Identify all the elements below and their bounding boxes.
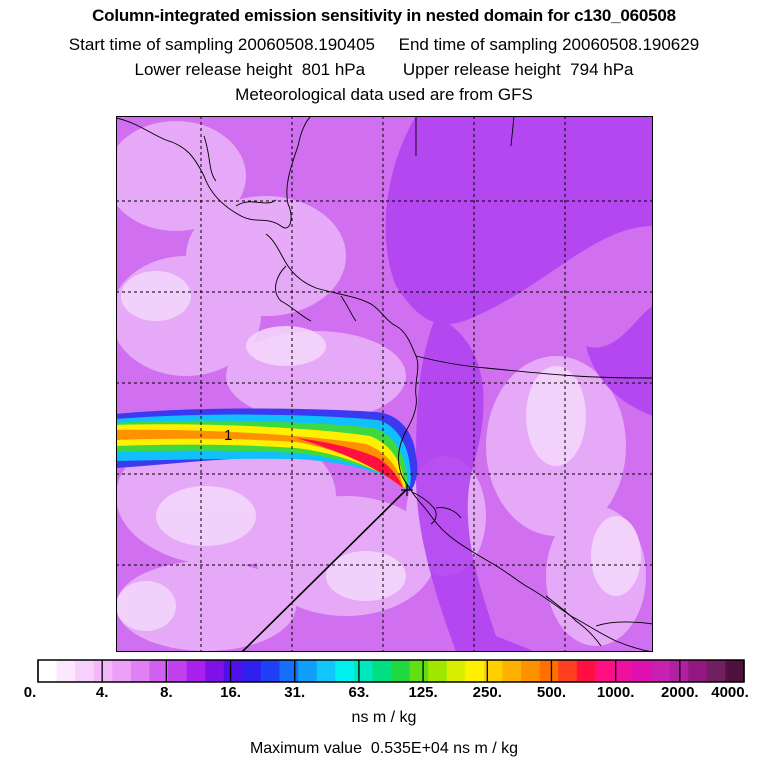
colorbar-cell xyxy=(483,660,503,682)
colorbar-cell xyxy=(539,660,559,682)
colorbar-cell xyxy=(465,660,485,682)
colorbar-cell xyxy=(613,660,633,682)
max-value-text: Maximum value 0.535E+04 ns m / kg xyxy=(249,740,519,757)
colorbar-cell xyxy=(93,660,113,682)
colorbar-cell xyxy=(502,660,522,682)
colorbar-cell xyxy=(279,660,299,682)
colorbar-cell xyxy=(38,660,57,682)
colorbar-cell xyxy=(149,660,169,682)
colorbar-tick-label: 250. xyxy=(472,684,502,701)
colorbar-cell xyxy=(205,660,225,682)
colorbar-cell xyxy=(706,660,726,682)
map-frame xyxy=(116,116,653,652)
colorbar-cell xyxy=(521,660,541,682)
colorbar-cell xyxy=(688,660,708,682)
colorbar-cell xyxy=(56,660,76,682)
colorbar-cell xyxy=(186,660,206,682)
colorbar-cell xyxy=(428,660,448,682)
colorbar-cell xyxy=(372,660,392,682)
plume-red xyxy=(296,438,403,488)
colorbar-tick-label: 16. xyxy=(220,684,241,701)
colorbar-unit: ns m / kg xyxy=(351,709,417,726)
colorbar-cell xyxy=(316,660,336,682)
colorbar-cell xyxy=(391,660,410,682)
sensitivity-map: 1 xyxy=(116,116,653,652)
colorbar-cell xyxy=(130,660,150,682)
field-dark-patches xyxy=(385,116,653,652)
release-point-marker xyxy=(401,484,413,496)
colorbar-cell xyxy=(223,660,243,682)
colorbar-tick-label: 63. xyxy=(348,684,370,701)
colorbar-cell xyxy=(595,660,615,682)
trajectory-line xyxy=(241,489,407,652)
colorbar-tick-label: 1000. xyxy=(596,684,635,701)
colorbar-cell xyxy=(353,660,373,682)
sampling-time-line: Start time of sampling 20060508.190405 E… xyxy=(68,35,700,54)
colorbar-cell xyxy=(242,660,262,682)
colorbar-cell xyxy=(112,660,132,682)
colorbar-frame xyxy=(37,659,745,683)
colorbar-cell xyxy=(409,660,429,682)
release-height-line: Lower release height 801 hPa Upper relea… xyxy=(134,60,634,79)
lat-lon-grid xyxy=(116,116,653,652)
colorbar-cells xyxy=(38,660,745,682)
colorbar-tick-label: 125. xyxy=(408,684,438,701)
colorbar-cell xyxy=(75,660,95,682)
colorbar-cell xyxy=(632,660,652,682)
colorbar-tick-label: 2000. xyxy=(661,684,699,701)
colorbar-tick-label: 0. xyxy=(23,684,37,701)
colorbar-cell xyxy=(725,660,745,682)
field-pale-patches xyxy=(116,271,641,631)
sensitivity-plume xyxy=(116,408,418,491)
colorbar-tick-label: 500. xyxy=(536,684,567,701)
colorbar-cell xyxy=(558,660,578,682)
colorbar-cell xyxy=(335,660,355,682)
colorbar-cell xyxy=(298,660,318,682)
map-title: Column-integrated emission sensitivity i… xyxy=(92,6,676,25)
met-data-line: Meteorological data used are from GFS xyxy=(235,85,533,104)
coastlines xyxy=(116,116,653,652)
colorbar-cell xyxy=(446,660,466,682)
colorbar-tick-label: 4000. xyxy=(711,684,749,701)
colorbar xyxy=(37,659,745,683)
colorbar-tick-label: 4. xyxy=(95,684,109,701)
colorbar-tick-label: 8. xyxy=(160,684,173,701)
colorbar-cell xyxy=(168,660,188,682)
plume-label: 1 xyxy=(224,427,232,444)
colorbar-cell xyxy=(651,660,671,682)
colorbar-cell xyxy=(260,660,280,682)
colorbar-cell xyxy=(576,660,596,682)
colorbar-tick-label: 31. xyxy=(284,684,306,701)
